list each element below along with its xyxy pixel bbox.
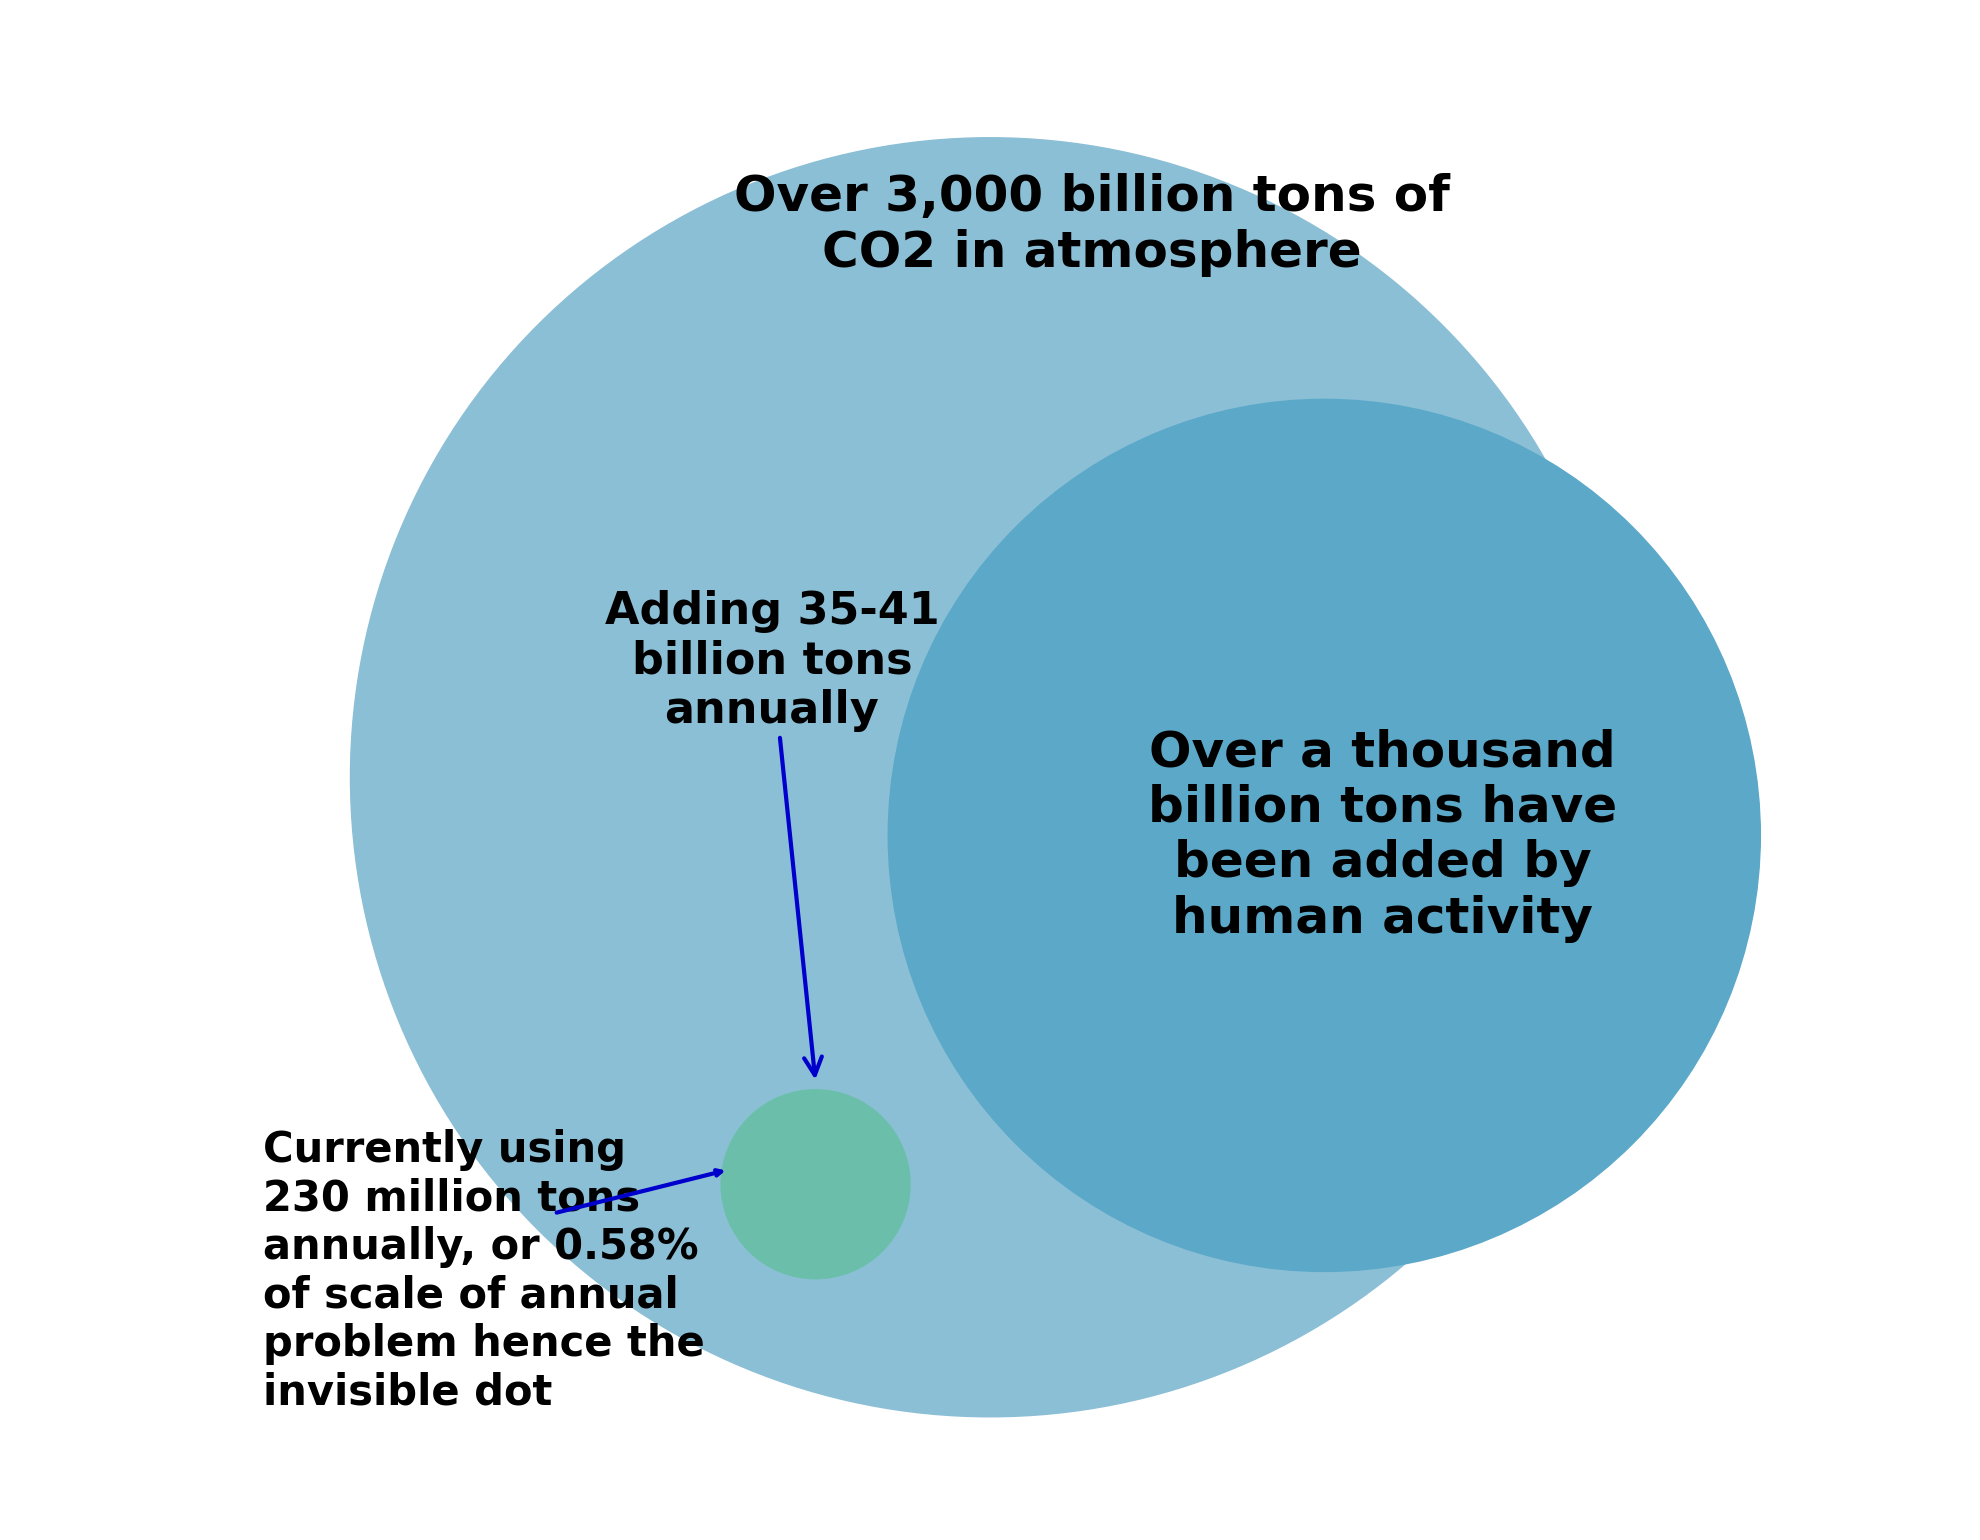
Text: Over a thousand
billion tons have
been added by
human activity: Over a thousand billion tons have been a… xyxy=(1148,728,1618,942)
Text: Currently using
230 million tons
annually, or 0.58%
of scale of annual
problem h: Currently using 230 million tons annuall… xyxy=(263,1129,705,1414)
Circle shape xyxy=(721,1090,911,1278)
Circle shape xyxy=(889,399,1760,1272)
Text: Adding 35-41
billion tons
annually: Adding 35-41 billion tons annually xyxy=(604,590,939,1075)
Circle shape xyxy=(350,137,1630,1417)
Text: Over 3,000 billion tons of
CO2 in atmosphere: Over 3,000 billion tons of CO2 in atmosp… xyxy=(735,172,1449,277)
